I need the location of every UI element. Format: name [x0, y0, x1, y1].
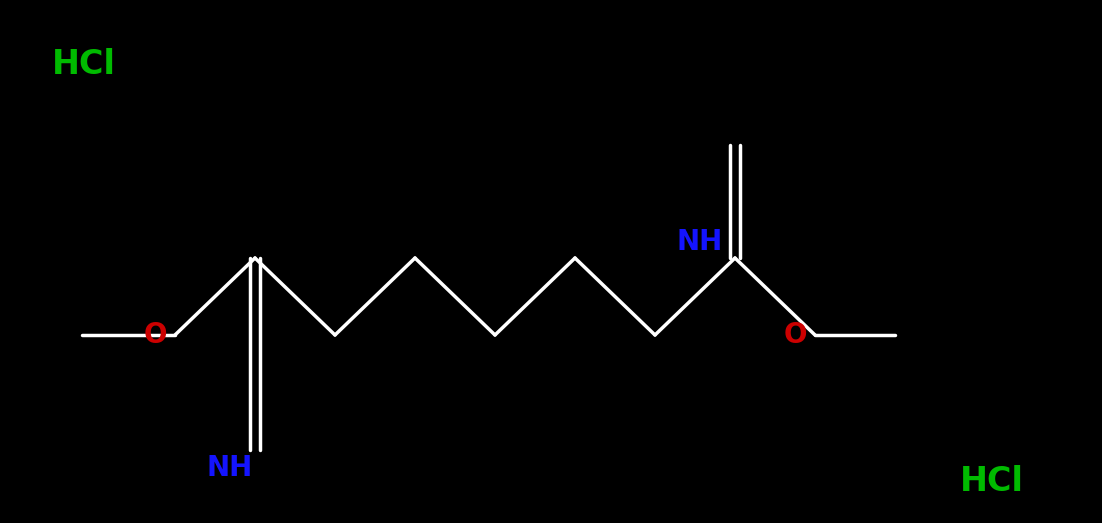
Text: HCl: HCl: [960, 465, 1024, 498]
Text: O: O: [143, 321, 166, 349]
Text: NH: NH: [207, 454, 253, 482]
Text: O: O: [784, 321, 807, 349]
Text: HCl: HCl: [52, 48, 116, 81]
Text: NH: NH: [677, 228, 723, 256]
